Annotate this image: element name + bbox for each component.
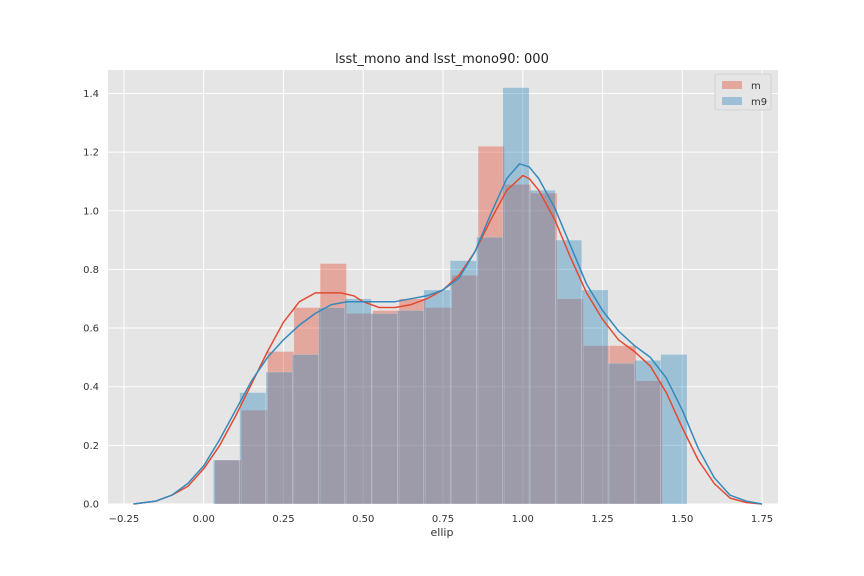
x-tick-label: 0.75 xyxy=(432,514,454,525)
histogram-bar-m xyxy=(451,275,479,505)
histogram-bar-m xyxy=(609,345,637,505)
x-tick-label: 0.50 xyxy=(352,514,374,525)
histogram-bar-m9 xyxy=(449,260,477,505)
histogram-bar-m xyxy=(240,409,268,505)
y-tick-label: 1.4 xyxy=(83,89,99,100)
histogram-bar-m9 xyxy=(528,189,556,505)
histogram-bar-m9 xyxy=(265,371,293,505)
x-tick-label: 0.00 xyxy=(193,514,215,525)
y-tick-label: 1.2 xyxy=(83,148,99,159)
histogram-bar-m xyxy=(556,298,584,505)
histogram-bar-m9 xyxy=(292,354,319,505)
histogram-bar-m9 xyxy=(502,87,530,505)
legend-swatch-m xyxy=(722,81,742,89)
y-tick-label: 0.8 xyxy=(83,265,99,276)
histogram-bar-m xyxy=(583,345,610,505)
legend-label-m: m xyxy=(751,81,761,92)
histogram-bar-m xyxy=(267,351,295,505)
x-tick-label: 1.75 xyxy=(751,514,773,525)
histogram-bar-m xyxy=(293,307,321,505)
legend-swatch-m9 xyxy=(722,97,742,105)
legend: m m9 xyxy=(714,73,772,111)
histogram-bar-m xyxy=(346,313,374,505)
y-tick-label: 0.6 xyxy=(83,324,99,335)
histogram-bar-m9 xyxy=(213,459,240,505)
histogram-bar-m9 xyxy=(607,362,635,505)
histogram-bar-m9 xyxy=(476,236,504,505)
x-tick-label: −0.25 xyxy=(109,514,140,525)
histogram-bar-m xyxy=(530,192,558,505)
kde-line-m9 xyxy=(133,163,763,505)
histogram-bar-m9 xyxy=(555,239,583,505)
histogram-bar-m9 xyxy=(581,289,609,505)
kde-line-m xyxy=(133,174,763,505)
x-tick-label: 1.00 xyxy=(512,514,534,525)
histogram-bar-m xyxy=(398,298,426,505)
chart-title: lsst_mono and lsst_mono90: 000 xyxy=(335,52,549,67)
histogram-bar-m9 xyxy=(423,289,451,505)
legend-label-m9: m9 xyxy=(751,97,767,108)
histogram-bar-m xyxy=(635,380,663,505)
y-tick-label: 0.0 xyxy=(83,500,99,511)
y-axis-ticks: 0.0 0.2 0.4 0.6 0.8 1.0 1.2 1.4 xyxy=(83,89,99,511)
kde-lines xyxy=(133,163,763,505)
x-tick-label: 0.25 xyxy=(272,514,294,525)
histogram-bar-m xyxy=(425,307,453,505)
x-axis-ticks: −0.25 0.00 0.25 0.50 0.75 1.00 1.25 1.50 1.75 xyxy=(109,514,774,525)
legend-box xyxy=(714,73,772,111)
histogram-bar-m9 xyxy=(397,310,425,505)
histogram-bars xyxy=(213,87,688,505)
histogram-bar-m xyxy=(214,459,242,505)
histogram-bar-m9 xyxy=(239,392,267,505)
histogram-bar-m9 xyxy=(370,313,398,505)
y-tick-label: 0.2 xyxy=(83,441,99,452)
grid xyxy=(108,70,778,505)
histogram-bar-m9 xyxy=(344,298,372,505)
y-tick-label: 0.4 xyxy=(83,382,99,393)
histogram-bar-m xyxy=(504,184,531,505)
y-tick-label: 1.0 xyxy=(83,206,99,217)
x-tick-label: 1.25 xyxy=(591,514,613,525)
histogram-bar-m9 xyxy=(634,360,662,505)
histogram-bar-m xyxy=(372,310,400,505)
x-tick-label: 1.50 xyxy=(671,514,693,525)
histogram-bar-m xyxy=(477,145,505,505)
x-axis-label: ellip xyxy=(431,526,454,539)
histogram-bar-m9 xyxy=(318,307,346,505)
